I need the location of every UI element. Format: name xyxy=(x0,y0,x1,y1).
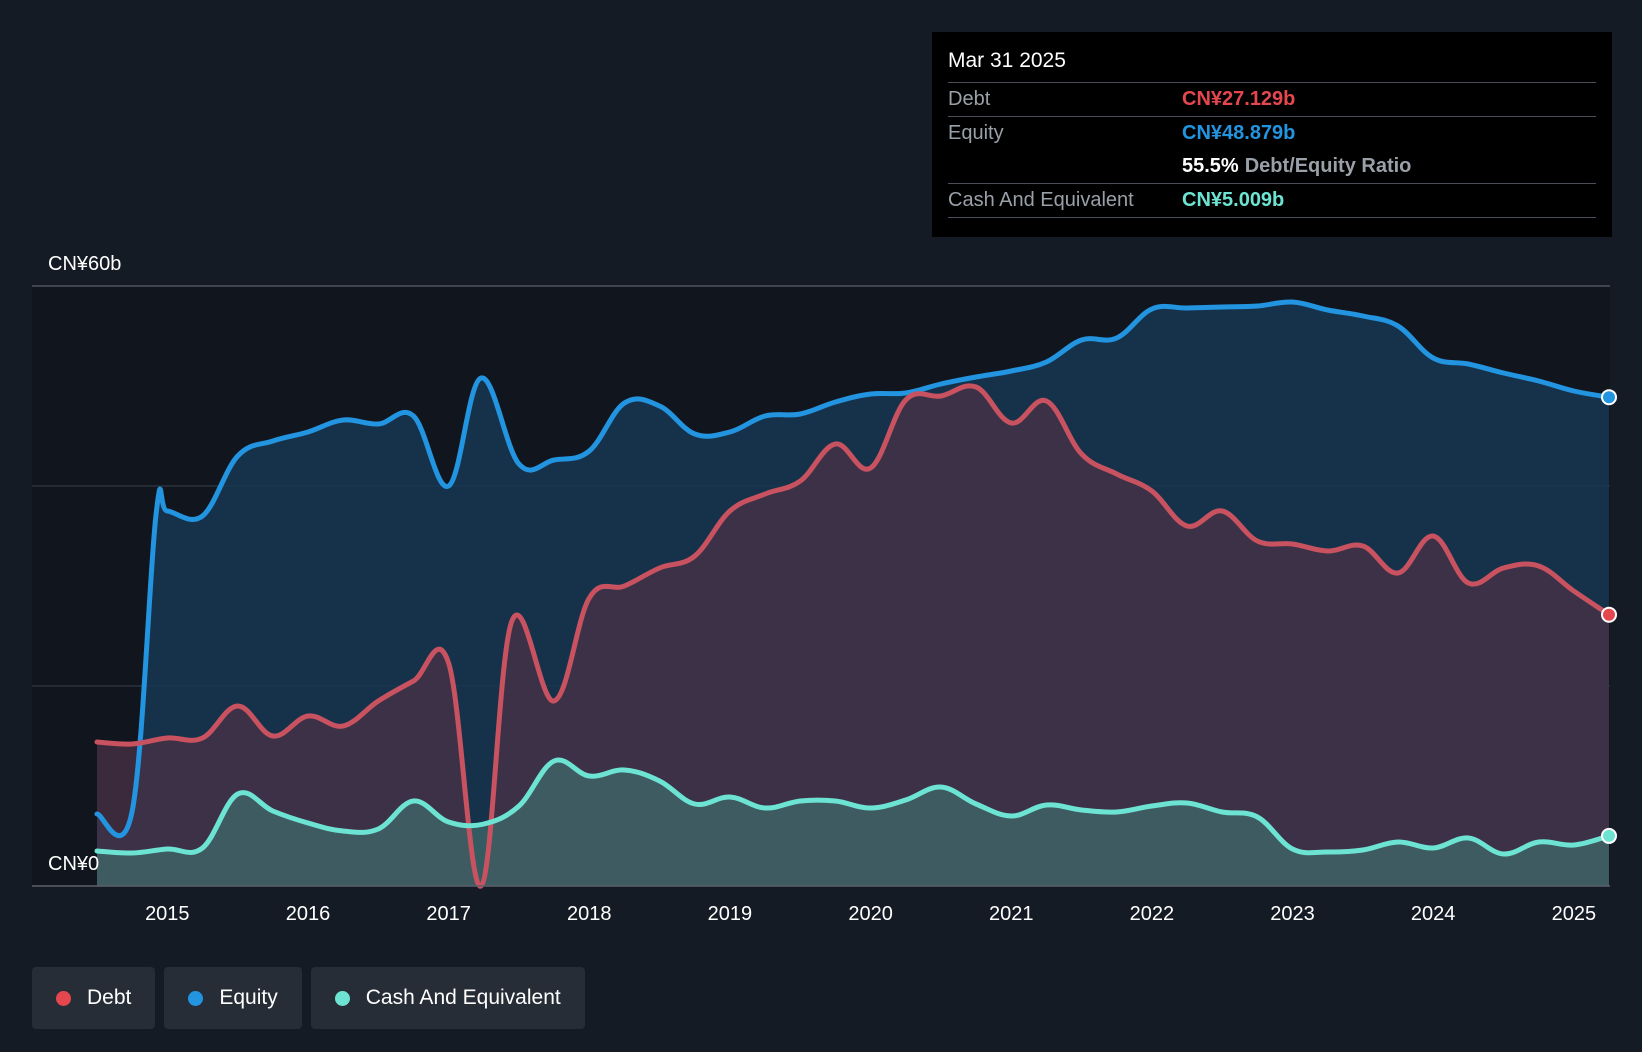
tooltip-equity-label: Equity xyxy=(948,122,1004,144)
x-tick-label: 2022 xyxy=(1130,903,1175,925)
legend-debt-label: Debt xyxy=(87,986,132,1009)
tooltip-date: Mar 31 2025 xyxy=(948,46,1596,83)
series-lines xyxy=(94,299,1612,889)
x-tick-label: 2017 xyxy=(426,903,471,925)
cash-endpoint xyxy=(1601,827,1617,844)
x-tick-label: 2020 xyxy=(848,903,893,925)
x-tick-label: 2016 xyxy=(286,903,331,925)
cash-area xyxy=(97,760,1609,886)
debt-dot-icon xyxy=(56,990,71,1006)
tooltip-ratio-label: Debt/Equity Ratio xyxy=(1244,155,1412,177)
legend-item-debt[interactable]: Debt xyxy=(32,967,156,1029)
tooltip-ratio-row: 55.5% Debt/Equity Ratio xyxy=(948,150,1596,184)
series-endpoints xyxy=(1601,389,1617,844)
tooltip-equity-value: CN¥48.879b xyxy=(1182,122,1296,144)
x-tick-label: 2023 xyxy=(1270,903,1315,925)
equity-line xyxy=(94,299,1612,839)
y-axis-top-label: CN¥60b xyxy=(48,253,121,275)
tooltip-debt-row: Debt CN¥27.129b xyxy=(948,83,1596,117)
legend-item-cash[interactable]: Cash And Equivalent xyxy=(310,967,585,1029)
tooltip-debt-value: CN¥27.129b xyxy=(1182,88,1296,110)
x-axis-ticks: 2015 2016 2017 2018 2019 2020 2021 2022 2023 2024… xyxy=(145,903,1596,925)
equity-dot-icon xyxy=(188,990,204,1006)
legend-equity-label: Equity xyxy=(219,986,278,1009)
x-tick-label: 2021 xyxy=(989,903,1034,925)
tooltip-cash-value: CN¥5.009b xyxy=(1182,189,1285,211)
series-areas xyxy=(97,301,1609,887)
y-axis-bottom-label: CN¥0 xyxy=(48,853,99,875)
cash-dot-icon xyxy=(334,990,350,1006)
legend: Debt Equity Cash And Equivalent xyxy=(32,967,585,1029)
tooltip-cash-row: Cash And Equivalent CN¥5.009b xyxy=(948,184,1596,218)
x-tick-label: 2024 xyxy=(1411,903,1456,925)
tooltip-equity-row: Equity CN¥48.879b xyxy=(948,117,1596,150)
x-tick-label: 2015 xyxy=(145,903,190,925)
tooltip-ratio-value: 55.5% xyxy=(1182,155,1239,177)
legend-cash-label: Cash And Equivalent xyxy=(365,986,561,1009)
debt-line xyxy=(94,383,1612,889)
tooltip-panel: Mar 31 2025 Debt CN¥27.129b Equity CN¥48… xyxy=(932,32,1612,237)
equity-endpoint xyxy=(1601,389,1617,406)
cash-line xyxy=(94,757,1612,857)
debt-area xyxy=(97,385,1609,887)
tooltip-cash-label: Cash And Equivalent xyxy=(948,189,1134,211)
x-tick-label: 2025 xyxy=(1552,903,1597,925)
x-tick-label: 2019 xyxy=(708,903,753,925)
legend-item-equity[interactable]: Equity xyxy=(164,967,302,1029)
tooltip-debt-label: Debt xyxy=(948,88,991,110)
x-tick-label: 2018 xyxy=(567,903,612,925)
debt-endpoint xyxy=(1601,606,1617,623)
